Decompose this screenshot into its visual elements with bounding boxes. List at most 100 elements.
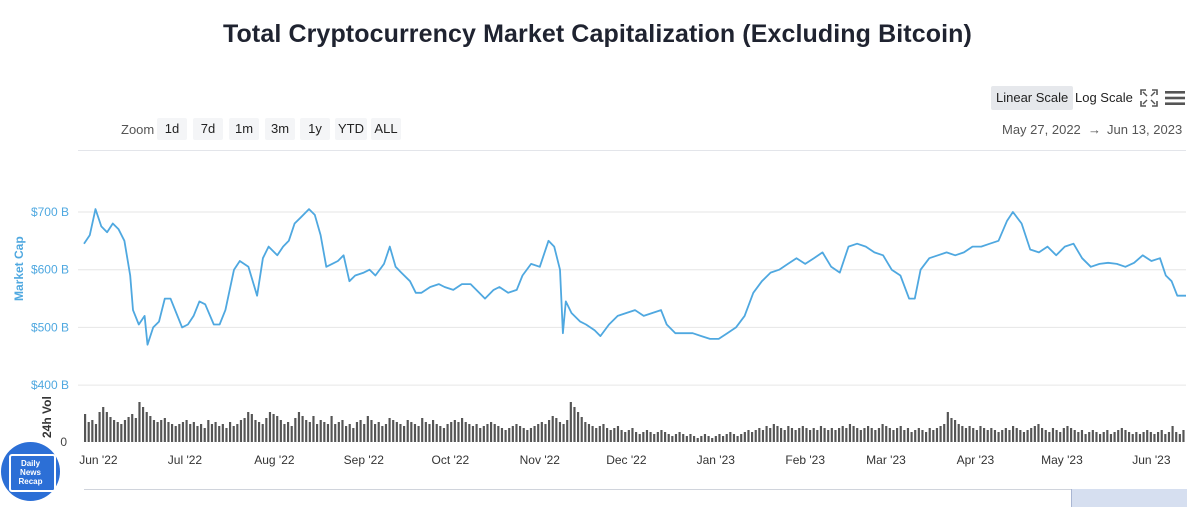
range-from-input[interactable]: May 27, 2022	[1002, 122, 1081, 137]
volume-bar	[700, 436, 703, 442]
volume-bar	[254, 420, 257, 442]
volume-bar	[258, 422, 261, 442]
volume-bar	[642, 432, 645, 442]
volume-bar	[1135, 432, 1138, 442]
volume-bar	[403, 426, 406, 442]
volume-bar	[983, 428, 986, 442]
volume-bar	[852, 426, 855, 442]
volume-bar	[598, 426, 601, 442]
volume-bar	[587, 424, 591, 442]
volume-bar	[838, 428, 841, 442]
zoom-label: Zoom	[121, 122, 155, 137]
volume-bar	[961, 426, 964, 442]
linear-scale-button[interactable]: Linear Scale	[991, 86, 1074, 110]
volume-bar	[1091, 430, 1094, 442]
volume-bar	[932, 430, 935, 442]
zoom-7d-button[interactable]: 7d	[193, 118, 223, 140]
daily-news-recap-logo: Daily News Recap	[1, 442, 60, 501]
navigator-strip[interactable]	[84, 489, 1186, 508]
volume-bar	[145, 412, 148, 442]
volume-bar	[780, 428, 783, 442]
volume-bar	[174, 426, 177, 442]
volume-bar	[577, 412, 580, 442]
volume-bar	[421, 418, 424, 442]
volume-bar	[896, 428, 899, 442]
volume-bar	[337, 422, 340, 442]
volume-bar	[276, 416, 279, 442]
volume-bar	[606, 428, 609, 442]
y-axis-label: Market Cap	[12, 236, 26, 301]
volume-bar	[131, 414, 134, 442]
volume-bar	[482, 426, 485, 442]
volume-bar	[696, 438, 699, 442]
volume-bar	[1001, 430, 1004, 442]
volume-bar	[189, 424, 192, 442]
volume-bar	[1149, 432, 1152, 442]
volume-bar	[1012, 426, 1015, 442]
x-tick-label: Oct '22	[432, 453, 470, 467]
volume-bar	[120, 424, 123, 442]
volume-bar	[660, 430, 663, 442]
film-icon	[9, 454, 56, 492]
volume-bar	[540, 422, 543, 442]
volume-bar	[972, 428, 975, 442]
y-tick-label-700: $700 B	[31, 205, 69, 219]
zoom-1d-button[interactable]: 1d	[157, 118, 187, 140]
volume-bar	[1095, 432, 1098, 442]
volume-bar	[562, 424, 565, 442]
volume-bar	[326, 424, 330, 442]
x-tick-label: Apr '23	[957, 453, 995, 467]
zoom-ytd-button[interactable]: YTD	[335, 118, 367, 140]
volume-bar	[439, 426, 442, 442]
volume-bar	[954, 420, 957, 442]
volume-bar	[261, 424, 264, 442]
volume-bar	[921, 430, 924, 442]
logo-line-1: Daily	[20, 459, 41, 468]
volume-bar	[178, 424, 181, 442]
volume-bar	[1015, 428, 1018, 442]
volume-bar	[312, 416, 315, 442]
zoom-1m-button[interactable]: 1m	[229, 118, 259, 140]
log-scale-button[interactable]: Log Scale	[1075, 90, 1133, 105]
volume-bar	[442, 428, 446, 442]
volume-bar	[163, 418, 166, 442]
volume-bar	[377, 422, 380, 442]
y-tick-label-600: $600 B	[31, 263, 69, 277]
volume-bar	[497, 426, 500, 442]
volume-bar	[725, 434, 728, 442]
volume-bar	[544, 424, 547, 442]
volume-bar	[1080, 430, 1084, 442]
volume-bar	[555, 418, 558, 442]
volume-bar	[1008, 430, 1011, 442]
volume-bar	[874, 430, 877, 442]
volume-bar	[526, 430, 529, 442]
zoom-all-button[interactable]: ALL	[371, 118, 401, 140]
range-to-input[interactable]: Jun 13, 2023	[1107, 122, 1183, 137]
volume-bar	[685, 436, 688, 442]
x-tick-label: Jun '22	[79, 453, 118, 467]
volume-bar	[134, 418, 137, 442]
volume-bar	[464, 422, 467, 442]
volume-bar	[98, 412, 101, 442]
volume-bar	[602, 424, 605, 442]
volume-axis-label: 24h Vol	[40, 396, 54, 438]
navigator-selection[interactable]	[1071, 489, 1187, 507]
volume-bar	[511, 426, 514, 442]
zoom-1y-button[interactable]: 1y	[300, 118, 330, 140]
volume-bar	[627, 430, 630, 442]
volume-bar	[812, 428, 815, 442]
volume-bar	[671, 436, 674, 442]
volume-bar	[736, 436, 739, 442]
fullscreen-icon[interactable]	[1140, 89, 1158, 107]
volume-bar	[888, 428, 891, 442]
volume-bar	[1167, 432, 1171, 442]
zoom-3m-button[interactable]: 3m	[265, 118, 295, 140]
volume-bar	[667, 434, 670, 442]
volume-bar	[515, 424, 518, 442]
volume-bar	[287, 422, 290, 442]
volume-bar	[370, 420, 373, 442]
volume-bar	[1077, 432, 1080, 442]
menu-icon[interactable]	[1164, 89, 1186, 107]
volume-bar	[341, 420, 344, 442]
y-axis-ticks: $500 B $600 B $700 B $400 B 0	[31, 205, 69, 449]
